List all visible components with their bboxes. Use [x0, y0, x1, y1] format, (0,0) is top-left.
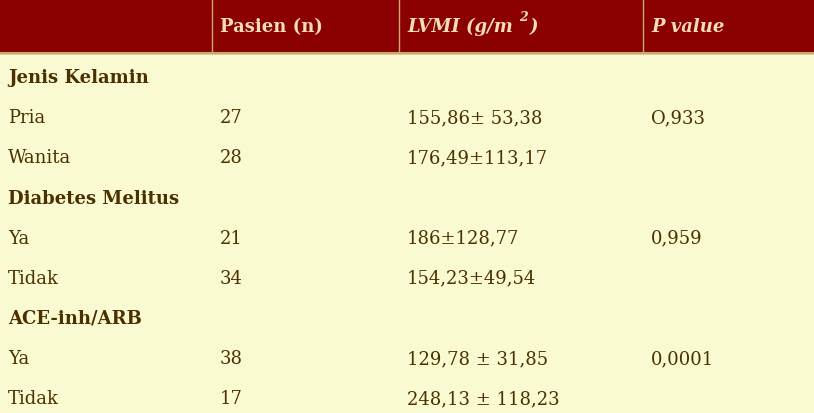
Text: 17: 17 [220, 389, 243, 407]
Text: Jenis Kelamin: Jenis Kelamin [8, 69, 149, 87]
Text: 176,49±113,17: 176,49±113,17 [407, 149, 548, 167]
Text: 155,86± 53,38: 155,86± 53,38 [407, 109, 542, 127]
Text: 21: 21 [220, 229, 243, 247]
Text: 248,13 ± 118,23: 248,13 ± 118,23 [407, 389, 560, 407]
Text: 38: 38 [220, 349, 243, 367]
Text: Diabetes Melitus: Diabetes Melitus [8, 189, 179, 207]
Text: 2: 2 [519, 11, 528, 24]
Text: P value: P value [651, 18, 724, 36]
Text: 0,0001: 0,0001 [651, 349, 715, 367]
Text: Ya: Ya [8, 229, 29, 247]
Text: Pasien (n): Pasien (n) [220, 18, 322, 36]
Text: 27: 27 [220, 109, 243, 127]
Text: 28: 28 [220, 149, 243, 167]
Text: O,933: O,933 [651, 109, 705, 127]
Text: ): ) [530, 18, 538, 36]
Text: Ya: Ya [8, 349, 29, 367]
Text: ACE-inh/ARB: ACE-inh/ARB [8, 309, 142, 327]
FancyBboxPatch shape [0, 0, 814, 54]
Text: Tidak: Tidak [8, 389, 59, 407]
Text: 34: 34 [220, 269, 243, 287]
Text: 154,23±49,54: 154,23±49,54 [407, 269, 536, 287]
Text: Wanita: Wanita [8, 149, 72, 167]
Text: 0,959: 0,959 [651, 229, 702, 247]
Text: 186±128,77: 186±128,77 [407, 229, 519, 247]
Text: 129,78 ± 31,85: 129,78 ± 31,85 [407, 349, 548, 367]
Text: Tidak: Tidak [8, 269, 59, 287]
Text: LVMI (g/m: LVMI (g/m [407, 18, 513, 36]
Text: Pria: Pria [8, 109, 46, 127]
